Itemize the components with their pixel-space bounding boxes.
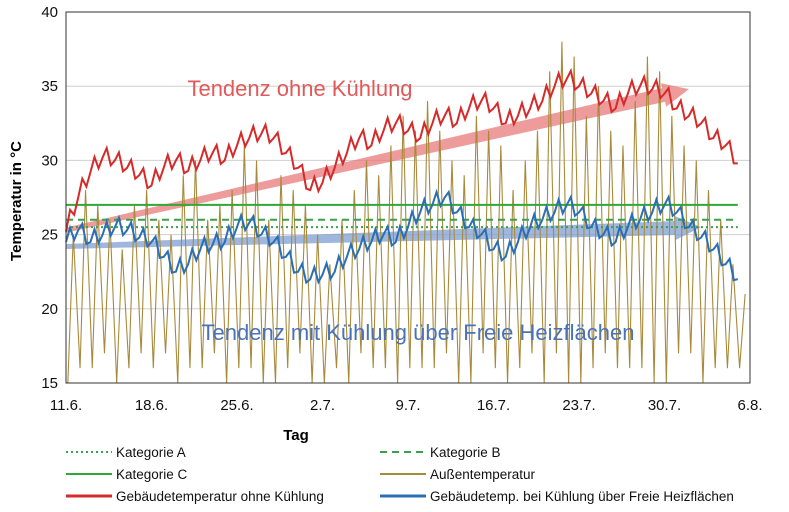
series-layer [65, 41, 746, 384]
y-tick-label: 35 [41, 78, 58, 95]
y-axis-title: Temperatur in °C [8, 141, 25, 261]
annotation-mit-kuehlung: Tendenz mit Kühlung über Freie Heizfläch… [202, 320, 635, 345]
series-line-ohne-kuehlung [65, 67, 738, 232]
x-tick-label: 23.7. [562, 397, 595, 414]
x-tick-label: 9.7. [395, 397, 420, 414]
y-axis-ticks: 15 20 25 30 35 40 [41, 4, 58, 392]
series-line-mit-kuehlung [65, 188, 739, 285]
legend-label: Kategorie B [430, 445, 501, 460]
x-tick-label: 6.8. [737, 397, 762, 414]
x-tick-label: 2.7. [310, 397, 335, 414]
legend-label: Kategorie A [116, 445, 186, 460]
x-tick-label: 16.7. [477, 397, 510, 414]
y-tick-label: 25 [41, 227, 58, 244]
series-line-aussentemperatur [67, 41, 746, 384]
y-tick-label: 20 [41, 301, 58, 318]
trend-arrow-ohne-kuehlung [65, 83, 689, 233]
y-tick-label: 15 [41, 375, 58, 392]
y-tick-label: 40 [41, 4, 58, 21]
trend-arrow-mit-kuehlung [65, 215, 702, 249]
x-tick-label: 30.7. [648, 397, 681, 414]
legend-label: Gebäudetemperatur ohne Kühlung [116, 489, 324, 504]
x-tick-label: 18.6. [135, 397, 168, 414]
x-axis-ticks: 11.6. 18.6. 25.6. 2.7. 9.7. 16.7. 23.7. 30.7. 6.… [50, 397, 763, 414]
legend: Kategorie A Kategorie B Kategorie C Außente… [66, 445, 734, 504]
legend-label: Kategorie C [116, 467, 188, 482]
x-tick-label: 25.6. [220, 397, 253, 414]
legend-label: Außentemperatur [430, 467, 536, 482]
x-tick-label: 11.6. [50, 397, 82, 414]
y-tick-label: 30 [41, 152, 58, 169]
x-axis-title: Tag [283, 427, 309, 444]
legend-label: Gebäudetemp. bei Kühlung über Freie Heiz… [430, 489, 734, 504]
annotation-ohne-kuehlung: Tendenz ohne Kühlung [187, 76, 412, 101]
plot-frame [65, 11, 751, 384]
trend-arrows [65, 83, 702, 249]
annotations: Tendenz ohne Kühlung Tendenz mit Kühlung … [187, 76, 634, 345]
